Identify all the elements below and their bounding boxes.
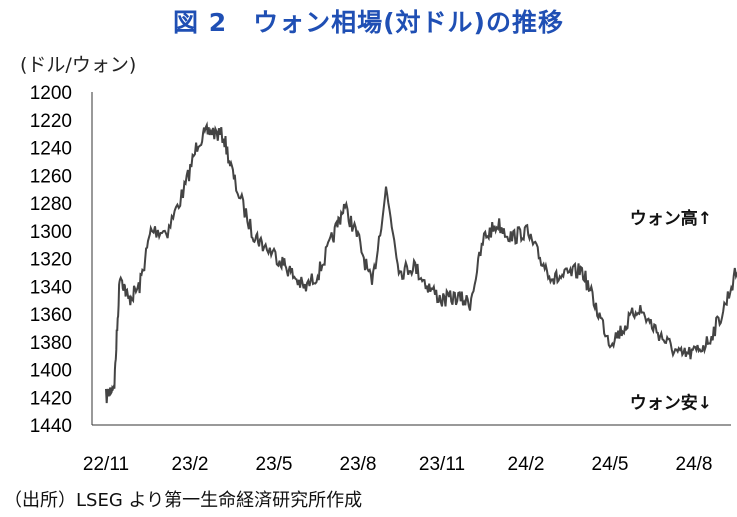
y-tick-label: 1340 bbox=[30, 277, 72, 298]
x-tick-label: 24/5 bbox=[592, 454, 629, 475]
x-tick-label: 23/8 bbox=[340, 454, 377, 475]
y-tick-label: 1400 bbox=[30, 361, 72, 382]
x-tick-label: 24/2 bbox=[508, 454, 545, 475]
y-axis-ticks: 1200 1220 1240 1260 1280 1300 1320 1340 1360 1380… bbox=[30, 83, 72, 437]
y-tick-label: 1260 bbox=[30, 166, 72, 187]
y-tick-label: 1240 bbox=[30, 139, 72, 160]
y-tick-label: 1320 bbox=[30, 250, 72, 271]
y-tick-label: 1380 bbox=[30, 333, 72, 354]
x-tick-label: 23/5 bbox=[256, 454, 293, 475]
y-axis-unit-label: (ドル/ウォン) bbox=[20, 54, 137, 76]
chart-title: 図 2 ウォン相場(対ドル)の推移 bbox=[173, 8, 564, 37]
x-tick-label: 23/11 bbox=[419, 454, 465, 475]
x-tick-label: 24/8 bbox=[676, 454, 713, 475]
y-tick-label: 1440 bbox=[30, 416, 72, 437]
won-appreciation-annotation: ウォン高↑ bbox=[630, 208, 712, 229]
won-rate-series-line bbox=[105, 121, 737, 404]
won-depreciation-annotation: ウォン安↓ bbox=[630, 392, 712, 413]
y-tick-label: 1300 bbox=[30, 222, 72, 243]
y-tick-label: 1420 bbox=[30, 388, 72, 409]
won-exchange-rate-chart: 1200 1220 1240 1260 1280 1300 1320 1340 1360 1380… bbox=[30, 83, 737, 475]
y-tick-label: 1200 bbox=[30, 83, 72, 104]
x-axis-ticks: 22/11 23/2 23/5 23/8 23/11 24/2 24/5 24/8 bbox=[83, 454, 713, 475]
y-tick-label: 1280 bbox=[30, 194, 72, 215]
y-tick-label: 1360 bbox=[30, 305, 72, 326]
y-tick-label: 1220 bbox=[30, 111, 72, 132]
x-tick-label: 23/2 bbox=[172, 454, 209, 475]
source-note: （出所）LSEG より第一生命経済研究所作成 bbox=[4, 490, 363, 511]
x-tick-label: 22/11 bbox=[83, 454, 129, 475]
